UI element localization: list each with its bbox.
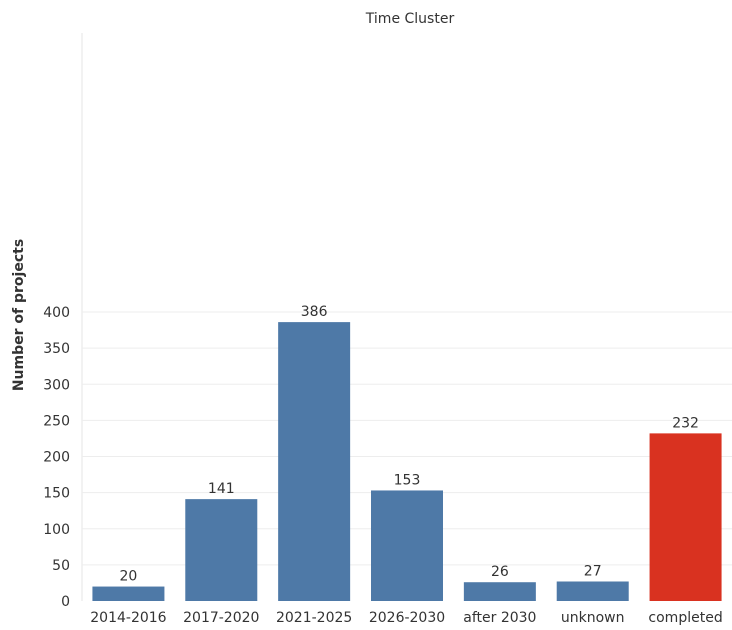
x-axis-ticks: 2014-2016 2017-2020 2021-2025 2026-2030 afte… [90,610,722,626]
y-tick-label: 0 [61,594,70,610]
x-tick-label: 2021-2025 [276,610,352,626]
bar-after-2030[interactable] [463,582,536,601]
x-tick-label: after 2030 [463,610,536,626]
y-tick-label: 150 [43,486,70,502]
x-tick-label: 2014-2016 [90,610,166,626]
x-tick-label: 2026-2030 [369,610,445,626]
bar-2021-2025[interactable] [278,322,351,601]
bar-2026-2030[interactable] [371,490,443,601]
bar-unknown[interactable] [556,581,629,601]
bars: 20 141 386 153 26 27 232 [92,304,722,601]
data-label: 232 [672,415,699,431]
x-tick-label: 2017-2020 [183,610,259,626]
y-axis-ticks: 0 50 100 150 200 250 300 350 400 [43,305,70,610]
x-tick-label: unknown [561,610,625,626]
y-tick-label: 350 [43,341,70,357]
y-tick-label: 200 [43,450,70,466]
data-label: 141 [208,481,235,497]
y-tick-label: 250 [43,413,70,429]
bar-2014-2016[interactable] [92,586,165,601]
data-label: 27 [584,563,602,579]
y-tick-label: 300 [43,377,70,393]
y-axis-label: Number of projects [11,239,27,391]
data-label: 26 [491,564,509,580]
chart-title: Time Cluster [365,11,455,27]
data-label: 386 [301,304,328,320]
bar-2017-2020[interactable] [185,499,258,601]
y-tick-label: 50 [52,558,70,574]
bar-completed[interactable] [649,433,722,601]
data-label: 20 [120,569,138,585]
y-tick-label: 100 [43,522,70,538]
data-label: 153 [394,472,421,488]
y-tick-label: 400 [43,305,70,321]
x-tick-label: completed [648,610,722,626]
